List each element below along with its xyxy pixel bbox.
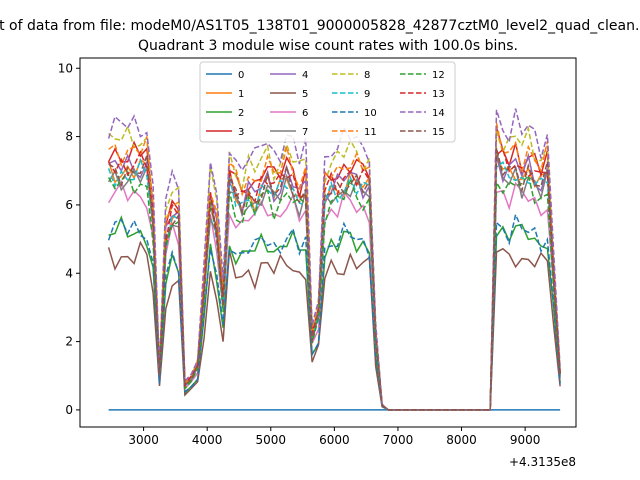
figure-suptitle: Plot of data from file: modeM0/AS1T05_13… bbox=[0, 18, 640, 34]
legend-label-13: 13 bbox=[432, 89, 445, 100]
y-tick-label: 10 bbox=[58, 61, 73, 75]
y-tick-label: 4 bbox=[65, 266, 73, 280]
y-tick-label: 6 bbox=[65, 198, 73, 212]
legend-label-15: 15 bbox=[432, 127, 445, 138]
chart-title: Quadrant 3 module wise count rates with … bbox=[138, 38, 518, 54]
x-tick-label: 6000 bbox=[319, 433, 350, 447]
x-tick-label: 9000 bbox=[510, 433, 541, 447]
legend-label-0: 0 bbox=[238, 70, 244, 81]
series-line-15 bbox=[108, 147, 561, 411]
legend-label-8: 8 bbox=[364, 70, 370, 81]
x-tick-label: 8000 bbox=[446, 433, 477, 447]
legend-label-12: 12 bbox=[432, 70, 445, 81]
y-tick-label: 0 bbox=[65, 403, 73, 417]
x-offset-label: +4.3135e8 bbox=[509, 455, 576, 469]
x-tick-label: 3000 bbox=[128, 433, 159, 447]
y-tick-label: 8 bbox=[65, 130, 73, 144]
x-tick-label: 4000 bbox=[192, 433, 223, 447]
legend-label-6: 6 bbox=[302, 108, 308, 119]
legend-label-2: 2 bbox=[238, 108, 244, 119]
legend-label-14: 14 bbox=[432, 108, 445, 119]
legend-label-1: 1 bbox=[238, 89, 244, 100]
legend-label-7: 7 bbox=[302, 127, 308, 138]
legend-label-10: 10 bbox=[364, 108, 377, 119]
legend-label-3: 3 bbox=[238, 127, 244, 138]
series-lines bbox=[107, 108, 561, 411]
legend-label-5: 5 bbox=[302, 89, 308, 100]
x-tick-label: 5000 bbox=[255, 433, 286, 447]
y-tick-label: 2 bbox=[65, 335, 73, 349]
legend-label-4: 4 bbox=[302, 70, 308, 81]
legend-label-9: 9 bbox=[364, 89, 370, 100]
legend-box bbox=[199, 61, 456, 143]
legend-label-11: 11 bbox=[364, 127, 377, 138]
x-tick-label: 7000 bbox=[383, 433, 414, 447]
plot-frame bbox=[79, 57, 577, 428]
